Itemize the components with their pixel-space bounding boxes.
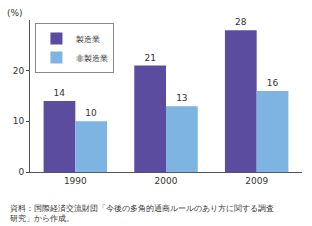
svg-text:28: 28 [235, 17, 247, 27]
svg-text:10: 10 [85, 108, 97, 118]
svg-text:20: 20 [13, 66, 25, 76]
svg-text:10: 10 [13, 116, 25, 126]
svg-text:製造業: 製造業 [76, 35, 100, 44]
svg-text:(%): (%) [7, 8, 23, 18]
svg-text:資料：国際経済交流財団「今後の多角的通商ルールのあり方に関す: 資料：国際経済交流財団「今後の多角的通商ルールのあり方に関する調査研究」から作成… [10, 204, 274, 223]
svg-text:2000: 2000 [155, 176, 178, 186]
svg-text:1990: 1990 [64, 176, 87, 186]
svg-text:非製造業: 非製造業 [76, 54, 108, 63]
svg-text:16: 16 [267, 78, 279, 88]
svg-text:2009: 2009 [245, 176, 268, 186]
svg-text:21: 21 [144, 53, 155, 63]
svg-text:14: 14 [54, 88, 66, 98]
svg-text:13: 13 [176, 93, 187, 103]
svg-text:0: 0 [18, 167, 24, 177]
